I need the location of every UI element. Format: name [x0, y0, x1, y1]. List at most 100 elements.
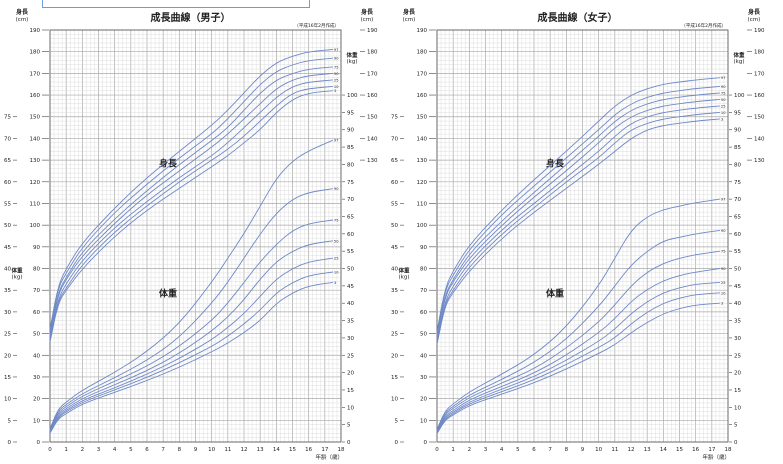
weight-curve-p50: [49, 240, 333, 432]
x-tick: 15: [289, 447, 296, 453]
left-weight-tick: 55: [4, 201, 11, 207]
x-tick: 14: [273, 447, 280, 453]
x-tick: 9: [581, 447, 585, 453]
weight-percentile-label: 97: [721, 198, 726, 202]
left-weight-unit: 体重: [11, 267, 23, 275]
right-height-tick: 190: [367, 28, 378, 34]
left-height-tick: 110: [417, 201, 428, 207]
x-tick: 14: [660, 447, 667, 453]
height-percentile-label: 97: [334, 48, 339, 52]
x-tick: 4: [500, 447, 504, 453]
left-weight-tick: 75: [4, 115, 11, 121]
height-curve-p97: [49, 49, 333, 330]
weight-curve-p50: [436, 268, 720, 432]
right-height-tick: 180: [754, 50, 765, 56]
left-height-tick: 90: [33, 245, 40, 251]
weight-percentile-label: 25: [721, 281, 726, 285]
right-weight-unit: 体重: [346, 51, 358, 59]
right-weight-tick: 15: [347, 388, 354, 394]
height-curve-p75: [49, 66, 333, 334]
x-tick: 5: [516, 447, 520, 453]
left-height-tick: 100: [30, 223, 41, 229]
right-weight-tick: 95: [734, 110, 741, 116]
left-height-tick: 0: [37, 440, 41, 446]
x-tick: 8: [565, 447, 569, 453]
left-height-tick: 70: [420, 288, 427, 294]
height-curve-p10: [436, 111, 720, 343]
left-height-tick: 120: [30, 180, 41, 186]
right-weight-tick: 55: [347, 249, 354, 255]
left-height-tick: 170: [30, 71, 41, 77]
x-tick: 12: [241, 447, 248, 453]
left-height-tick: 50: [420, 332, 427, 338]
left-height-tick: 130: [30, 158, 41, 164]
right-height-unit-cm: (cm): [361, 17, 374, 23]
x-tick: 18: [338, 447, 345, 453]
left-height-unit-cm: (cm): [16, 17, 29, 23]
weight-curve-p97: [436, 198, 720, 430]
left-weight-tick: 10: [4, 397, 11, 403]
left-weight-tick: 70: [4, 136, 11, 142]
height-percentile-label: 25: [334, 78, 339, 82]
left-height-tick: 60: [33, 310, 40, 316]
right-weight-tick: 95: [347, 110, 354, 116]
left-weight-tick: 75: [391, 115, 398, 121]
chart-note: （平成16年2月作成）: [294, 22, 339, 29]
left-height-tick: 10: [420, 418, 427, 424]
height-percentile-label: 50: [721, 98, 726, 102]
left-weight-tick: 65: [4, 158, 11, 164]
weight-curve-p97: [49, 139, 334, 429]
right-weight-unit-kg: (kg): [347, 59, 358, 65]
curves-boys: [49, 49, 334, 434]
weight-curve-p75: [49, 219, 333, 431]
x-tick: 0: [48, 447, 52, 453]
left-height-tick: 130: [417, 158, 428, 164]
left-height-tick: 30: [420, 375, 427, 381]
left-weight-tick: 5: [395, 418, 399, 424]
x-tick: 7: [548, 447, 552, 453]
left-height-tick: 20: [33, 397, 40, 403]
left-height-tick: 60: [420, 310, 427, 316]
left-weight-tick: 25: [391, 332, 398, 338]
right-height-tick: 130: [367, 158, 378, 164]
x-tick: 2: [468, 447, 472, 453]
left-weight-unit: 体重: [398, 267, 410, 275]
weight-curve-p10: [436, 292, 720, 434]
left-weight-tick: 35: [391, 288, 398, 294]
right-height-tick: 190: [754, 28, 765, 34]
left-weight-unit-kg: (kg): [399, 275, 410, 281]
weight-band-label: 体重: [546, 288, 564, 300]
weight-curve-p3: [436, 302, 720, 434]
weight-curve-p90: [436, 229, 720, 431]
right-height-tick: 160: [754, 93, 765, 99]
weight-percentile-label: 97: [334, 139, 339, 143]
height-curve-p90: [49, 57, 333, 332]
right-weight-tick: 30: [347, 336, 354, 342]
x-tick: 13: [644, 447, 651, 453]
weight-curve-p75: [436, 250, 720, 432]
height-percentile-label: 10: [721, 111, 726, 115]
left-height-tick: 150: [417, 115, 428, 121]
height-percentile-label: 50: [334, 72, 339, 76]
left-height-tick: 150: [30, 115, 41, 121]
right-weight-tick: 90: [347, 128, 354, 134]
left-weight-tick: 40: [391, 267, 398, 273]
right-height-unit: 身長: [748, 8, 761, 16]
x-tick: 6: [532, 447, 536, 453]
left-height-unit: 身長: [16, 8, 29, 16]
chart-title: 成長曲線（男子）: [151, 11, 231, 24]
height-band-label: 身長: [546, 158, 565, 170]
right-height-unit-cm: (cm): [748, 17, 761, 23]
x-tick: 3: [484, 447, 488, 453]
left-height-tick: 110: [30, 201, 41, 207]
left-weight-tick: 20: [4, 353, 11, 359]
right-weight-tick: 90: [734, 128, 741, 134]
right-weight-tick: 0: [347, 440, 351, 446]
left-weight-tick: 70: [391, 136, 398, 142]
weight-percentile-label: 90: [721, 229, 726, 233]
x-tick: 6: [145, 447, 149, 453]
height-curve-p3: [49, 90, 333, 343]
x-tick: 5: [129, 447, 133, 453]
left-weight-tick: 45: [4, 245, 11, 251]
left-height-tick: 190: [30, 28, 41, 34]
